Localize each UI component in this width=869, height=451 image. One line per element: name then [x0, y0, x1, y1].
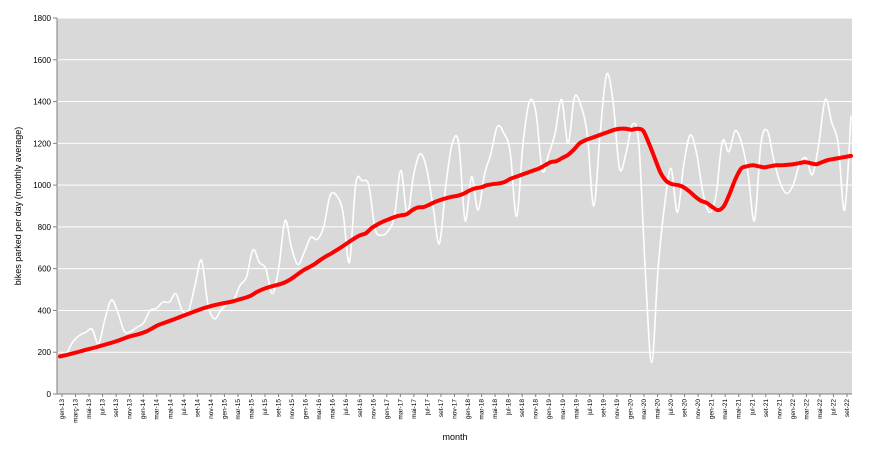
- y-tick-label: 1000: [33, 181, 51, 190]
- x-tick-label: mai-20: [655, 399, 662, 419]
- x-tick-label: set-15: [276, 399, 283, 417]
- x-tick-label: gen-18: [465, 399, 472, 420]
- x-tick-label: gen-20: [627, 399, 634, 420]
- x-tick-label: nov-21: [776, 399, 783, 419]
- x-tick-label: nov-20: [695, 399, 702, 419]
- x-tick-label: jul-13: [100, 399, 107, 416]
- y-tick-label: 1800: [33, 14, 51, 23]
- x-tick-label: mai-21: [736, 399, 743, 419]
- y-tick-label: 1400: [33, 98, 51, 107]
- x-axis-title: month: [442, 432, 467, 442]
- x-axis-ticks: gen-13 marҫ-13 mai-13 jul-13 set-13 nov-13 gen…: [59, 394, 851, 423]
- x-tick-label: mai-19: [573, 399, 580, 419]
- plot-area: [57, 18, 852, 394]
- series-line-trend: [58, 126, 853, 359]
- x-tick-label: gen-22: [790, 399, 797, 420]
- y-tick-label: 200: [38, 348, 52, 357]
- x-tick-label: jul-19: [587, 399, 594, 416]
- x-tick-label: set-14: [194, 399, 201, 417]
- x-tick-label: mai-14: [167, 399, 174, 419]
- x-tick-label: jul-15: [262, 399, 269, 416]
- x-tick-label: mar-17: [397, 399, 404, 420]
- x-tick-label: nov-19: [614, 399, 621, 419]
- x-tick-label: mar-20: [641, 399, 648, 420]
- y-tick-label: 400: [38, 306, 52, 315]
- x-tick-label: jul-14: [181, 399, 188, 416]
- x-tick-label: nov-16: [370, 399, 377, 419]
- x-tick-label: set-20: [682, 399, 689, 417]
- x-tick-label: jul-21: [749, 399, 756, 416]
- x-tick-label: set-18: [519, 399, 526, 417]
- x-tick-label: gen-14: [140, 399, 147, 420]
- x-tick-label: gen-17: [384, 399, 391, 420]
- x-tick-label: gen-21: [709, 399, 716, 420]
- x-tick-label: jul-17: [424, 399, 431, 416]
- x-tick-label: set-13: [113, 399, 120, 417]
- x-tick-label: mar-19: [560, 399, 567, 420]
- x-tick-label: mai-17: [411, 399, 418, 419]
- x-tick-label: nov-13: [127, 399, 134, 419]
- x-tick-label: set-16: [357, 399, 364, 417]
- x-tick-label: jul-20: [668, 399, 675, 416]
- series-line-monthly: [59, 72, 852, 364]
- x-tick-label: gen-13: [59, 399, 66, 420]
- x-tick-label: nov-15: [289, 399, 296, 419]
- x-tick-label: nov-14: [208, 399, 215, 419]
- x-tick-label: set-21: [763, 399, 770, 417]
- x-tick-label: marҫ-13: [73, 399, 80, 423]
- x-tick-label: mai-15: [248, 399, 255, 419]
- x-tick-label: mar-16: [316, 399, 323, 420]
- x-tick-label: mai-18: [492, 399, 499, 419]
- y-axis-title: bikes parked per day (monthly average): [13, 127, 23, 286]
- y-tick-label: 800: [38, 223, 52, 232]
- y-tick-label: 0: [47, 390, 52, 399]
- x-tick-label: mai-16: [330, 399, 337, 419]
- y-tick-label: 1600: [33, 56, 51, 65]
- y-tick-label: 600: [38, 265, 52, 274]
- y-axis-ticks: 0 200 400 600 800 1000 1200 1400 1600 1800: [33, 14, 57, 399]
- x-tick-label: jul-16: [343, 399, 350, 416]
- x-tick-label: gen-19: [546, 399, 553, 420]
- x-tick-label: nov-17: [452, 399, 459, 419]
- x-tick-label: set-17: [438, 399, 445, 417]
- x-tick-label: jul-22: [830, 399, 837, 416]
- x-tick-label: mar-18: [479, 399, 486, 420]
- y-tick-label: 1200: [33, 139, 51, 148]
- series-lines: [58, 72, 853, 364]
- x-tick-label: gen-15: [221, 399, 228, 420]
- x-tick-label: mar-14: [154, 399, 161, 420]
- x-tick-label: jul-18: [506, 399, 513, 416]
- x-tick-label: mar-22: [803, 399, 810, 420]
- x-tick-label: mar-21: [722, 399, 729, 420]
- x-tick-label: mai-13: [86, 399, 93, 419]
- x-tick-label: set-22: [844, 399, 851, 417]
- x-tick-label: mai-22: [817, 399, 824, 419]
- x-tick-label: nov-18: [533, 399, 540, 419]
- x-tick-label: set-19: [600, 399, 607, 417]
- x-tick-label: mar-15: [235, 399, 242, 420]
- x-tick-label: gen-16: [303, 399, 310, 420]
